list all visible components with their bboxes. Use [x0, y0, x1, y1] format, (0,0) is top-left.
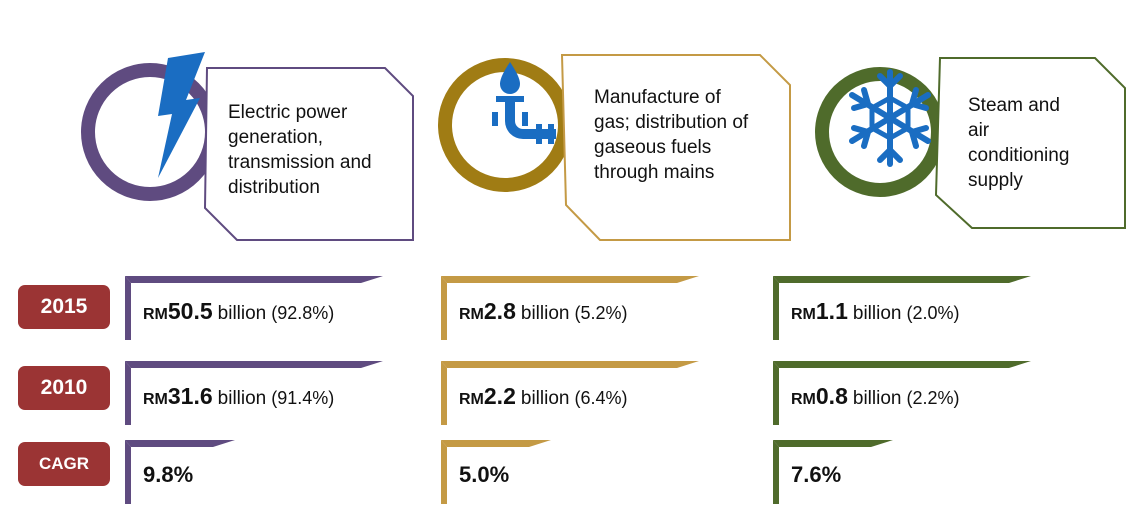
unit: billion [217, 303, 267, 324]
row-label: CAGR [18, 442, 110, 486]
currency: RM [791, 306, 816, 323]
cell-bracket [441, 361, 699, 368]
amount: 31.6 [167, 383, 213, 409]
value-cell: 9.8% [143, 462, 193, 488]
cell-bracket [441, 361, 447, 425]
amount: 0.8 [815, 383, 848, 409]
row-label: 2010 [18, 366, 110, 410]
value-cell: RM0.8 billion (2.2%) [791, 383, 959, 410]
share: (6.4%) [574, 388, 628, 408]
sector-title: Steam and air conditioning supply [968, 95, 1070, 191]
value-cell: RM1.1 billion (2.0%) [791, 298, 959, 325]
cell-bracket [773, 361, 1031, 368]
callout [560, 54, 791, 241]
value-cell: 7.6% [791, 462, 841, 488]
value-cell: RM2.2 billion (6.4%) [459, 383, 627, 410]
cell-bracket [773, 440, 779, 504]
cell-bracket [125, 361, 131, 425]
gas-pipe-icon [492, 62, 556, 144]
unit: billion [520, 388, 570, 409]
value-cell: 5.0% [459, 462, 509, 488]
callout [934, 57, 1126, 229]
cell-bracket [441, 276, 699, 283]
amount: 2.2 [483, 383, 516, 409]
cell-bracket [773, 276, 779, 340]
share: (91.4%) [271, 388, 335, 408]
unit: billion [852, 303, 902, 324]
cell-bracket [125, 440, 235, 447]
cagr-value: 7.6% [791, 462, 842, 487]
sector-title: Manufacture of gas; distribution of gase… [594, 87, 749, 183]
cell-bracket [125, 276, 131, 340]
cell-bracket [125, 361, 383, 368]
sector-title: Electric power generation, transmission … [228, 102, 372, 198]
cell-bracket [125, 276, 383, 283]
cell-bracket [125, 440, 131, 504]
cell-bracket [773, 361, 779, 425]
currency: RM [143, 306, 168, 323]
share: (2.2%) [906, 388, 960, 408]
cell-bracket [441, 440, 447, 504]
share: (2.0%) [906, 303, 960, 323]
share: (5.2%) [574, 303, 628, 323]
unit: billion [520, 303, 570, 324]
callout [203, 67, 414, 241]
currency: RM [791, 391, 816, 408]
value-cell: RM2.8 billion (5.2%) [459, 298, 627, 325]
row-label: 2015 [18, 285, 110, 329]
unit: billion [852, 388, 902, 409]
currency: RM [143, 391, 168, 408]
snowflake-icon [849, 69, 931, 167]
unit: billion [217, 388, 267, 409]
currency: RM [459, 306, 484, 323]
cell-bracket [441, 276, 447, 340]
amount: 2.8 [483, 298, 516, 324]
amount: 1.1 [815, 298, 848, 324]
cagr-value: 5.0% [459, 462, 510, 487]
share: (92.8%) [271, 303, 335, 323]
lightning-icon [158, 52, 205, 178]
cell-bracket [773, 276, 1031, 283]
amount: 50.5 [167, 298, 213, 324]
value-cell: RM31.6 billion (91.4%) [143, 383, 334, 410]
currency: RM [459, 391, 484, 408]
cell-bracket [773, 440, 893, 447]
value-cell: RM50.5 billion (92.8%) [143, 298, 334, 325]
cagr-value: 9.8% [143, 462, 194, 487]
ring [81, 63, 219, 201]
cell-bracket [441, 440, 551, 447]
